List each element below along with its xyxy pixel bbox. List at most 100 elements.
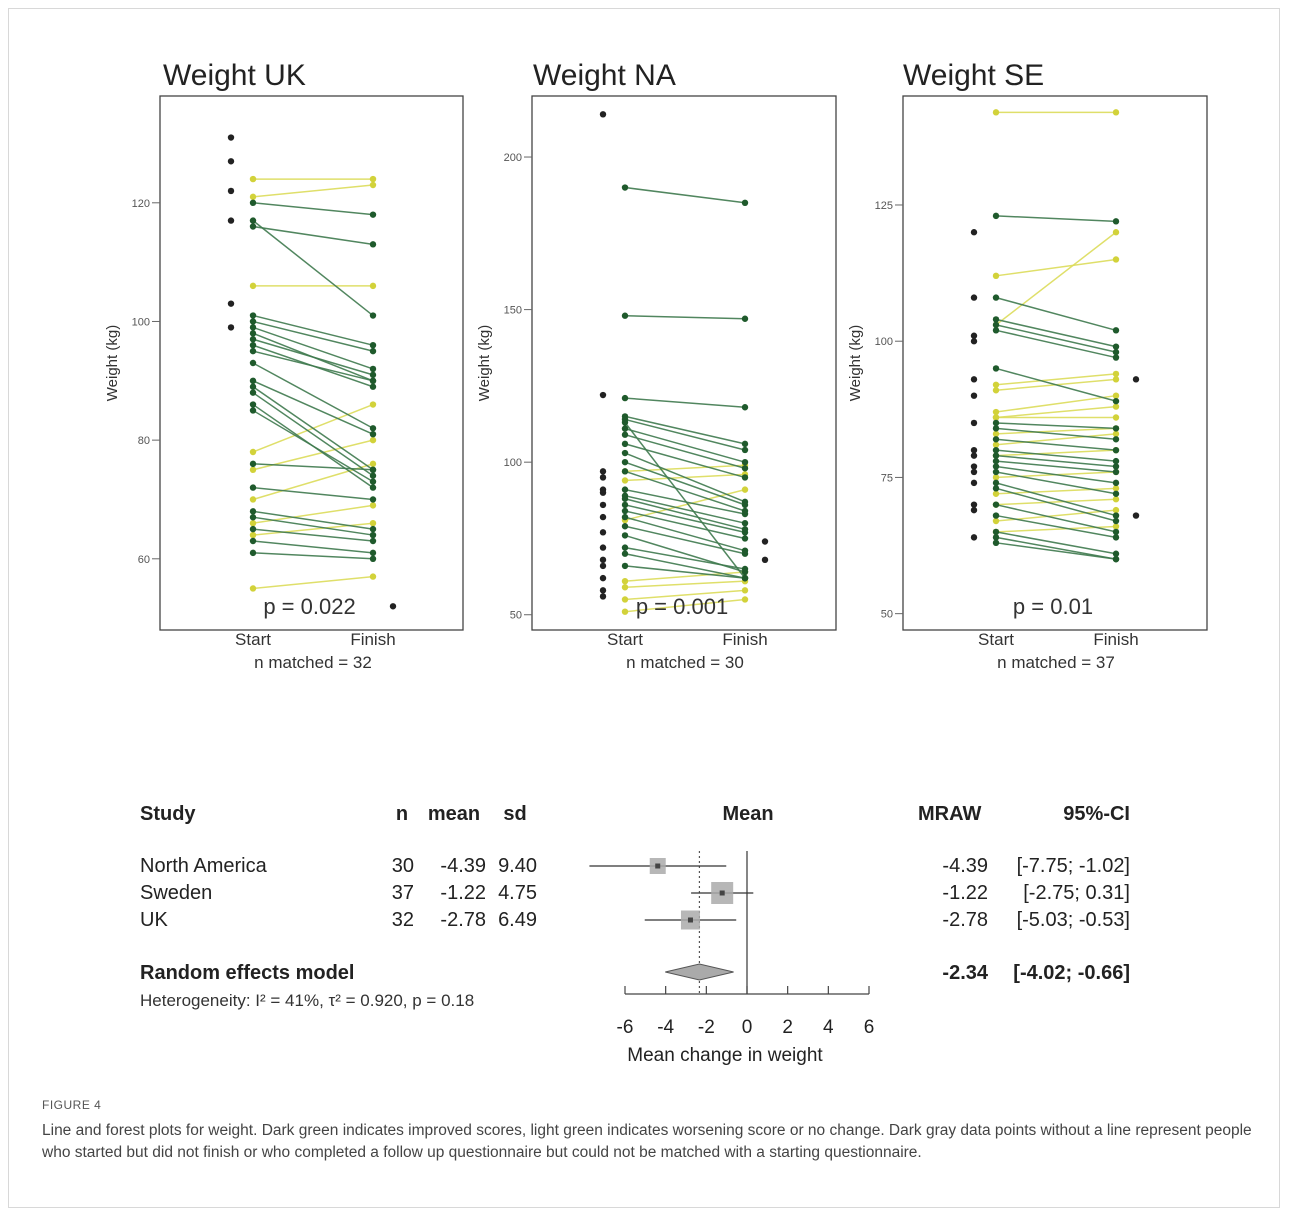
pair-line	[995, 318, 1117, 348]
pair-line	[624, 461, 746, 506]
forest-x-tick-label: -4	[657, 1017, 674, 1038]
unmatched-start-point	[970, 463, 978, 470]
finish-point	[369, 312, 377, 319]
unmatched-finish-point	[1132, 376, 1140, 383]
start-point	[992, 430, 1000, 438]
pair-line	[995, 427, 1117, 435]
study-mean: -1.22	[440, 882, 486, 904]
finish-point	[741, 510, 749, 518]
pair-line	[252, 184, 374, 198]
x-tick-label-finish: Finish	[350, 630, 395, 649]
pair-line	[252, 522, 374, 536]
finish-point	[741, 501, 749, 509]
pair-line	[995, 329, 1117, 359]
start-point	[249, 217, 257, 224]
pair-line	[995, 482, 1117, 517]
unmatched-finish-point	[389, 603, 397, 610]
y-tick-label: 100	[875, 336, 893, 348]
x-tick-label-start: Start	[235, 630, 271, 649]
x-tick-label-start: Start	[607, 630, 643, 649]
pair-line	[995, 514, 1117, 539]
y-tick-label: 120	[132, 198, 150, 210]
y-axis-label: Weight (kg)	[104, 325, 121, 401]
unmatched-finish-point	[1132, 512, 1140, 519]
finish-point	[1112, 479, 1120, 487]
start-point	[621, 584, 629, 591]
finish-point	[369, 377, 377, 384]
finish-point	[369, 472, 377, 479]
start-point	[992, 294, 1000, 301]
finish-point	[369, 496, 377, 503]
pair-line	[624, 464, 746, 473]
study-mean: -2.78	[440, 909, 486, 931]
study-n: 37	[392, 882, 414, 904]
heterogeneity: Heterogeneity: I² = 41%, τ² = 0.920, p =…	[140, 991, 474, 1010]
study-mraw: -2.78	[942, 909, 988, 931]
unmatched-start-point	[970, 501, 978, 508]
finish-point	[1112, 403, 1120, 410]
y-axis-label: Weight (kg)	[847, 325, 864, 401]
finish-point	[741, 474, 749, 481]
start-point	[992, 517, 1000, 525]
finish-point	[369, 365, 377, 373]
unmatched-start-point	[970, 452, 978, 459]
finish-point	[741, 486, 749, 493]
start-point	[621, 544, 629, 551]
unmatched-start-point	[227, 324, 235, 331]
figure-caption: FIGURE 4 Line and forest plots for weigh…	[42, 1098, 1257, 1164]
x-tick-label-finish: Finish	[722, 630, 767, 649]
pair-line	[995, 536, 1117, 560]
finish-point	[741, 199, 749, 206]
start-point	[992, 528, 1000, 536]
finish-point	[1112, 436, 1120, 443]
unmatched-start-point	[970, 376, 978, 383]
start-point	[249, 514, 257, 521]
forest-x-tick-label: 2	[782, 1017, 793, 1038]
finish-point	[1112, 348, 1120, 356]
pair-line	[995, 296, 1117, 332]
unmatched-start-point	[970, 419, 978, 427]
finish-point	[369, 555, 377, 562]
pair-line	[252, 392, 374, 477]
finish-point	[1112, 523, 1120, 530]
figure-frame	[8, 8, 1280, 1208]
finish-point	[1112, 354, 1120, 361]
pair-line	[252, 540, 374, 554]
pair-line	[624, 525, 746, 555]
start-point	[992, 436, 1000, 443]
finish-point	[1112, 512, 1120, 519]
unmatched-start-point	[227, 187, 235, 195]
pooled-ci: [-4.02; -0.66]	[1013, 962, 1130, 984]
pair-line	[624, 427, 746, 463]
start-point	[621, 468, 629, 475]
start-point	[621, 596, 629, 603]
study-mean: -4.39	[440, 855, 486, 877]
panel-title: Weight UK	[163, 59, 306, 92]
p-value: p = 0.01	[1013, 594, 1093, 619]
pair-line	[252, 486, 374, 501]
y-tick-label: 75	[881, 472, 893, 484]
finish-point	[369, 531, 377, 539]
pair-line	[624, 498, 746, 531]
finish-point	[1112, 343, 1120, 350]
pair-line	[624, 186, 746, 204]
unmatched-start-point	[970, 506, 978, 514]
start-point	[249, 377, 257, 384]
start-point	[621, 513, 629, 521]
finish-point	[741, 535, 749, 542]
finish-point	[1112, 446, 1120, 454]
start-point	[621, 458, 629, 466]
finish-point	[369, 181, 377, 189]
start-point	[249, 336, 257, 343]
unmatched-start-point	[599, 513, 607, 521]
pair-line	[624, 510, 746, 540]
finish-point	[369, 282, 377, 290]
p-value: p = 0.001	[636, 594, 728, 619]
pair-line	[995, 373, 1117, 386]
finish-point	[1112, 506, 1120, 514]
finish-point	[1112, 517, 1120, 525]
start-point	[249, 508, 257, 515]
y-tick-label: 150	[504, 305, 522, 317]
pair-line	[995, 449, 1117, 462]
